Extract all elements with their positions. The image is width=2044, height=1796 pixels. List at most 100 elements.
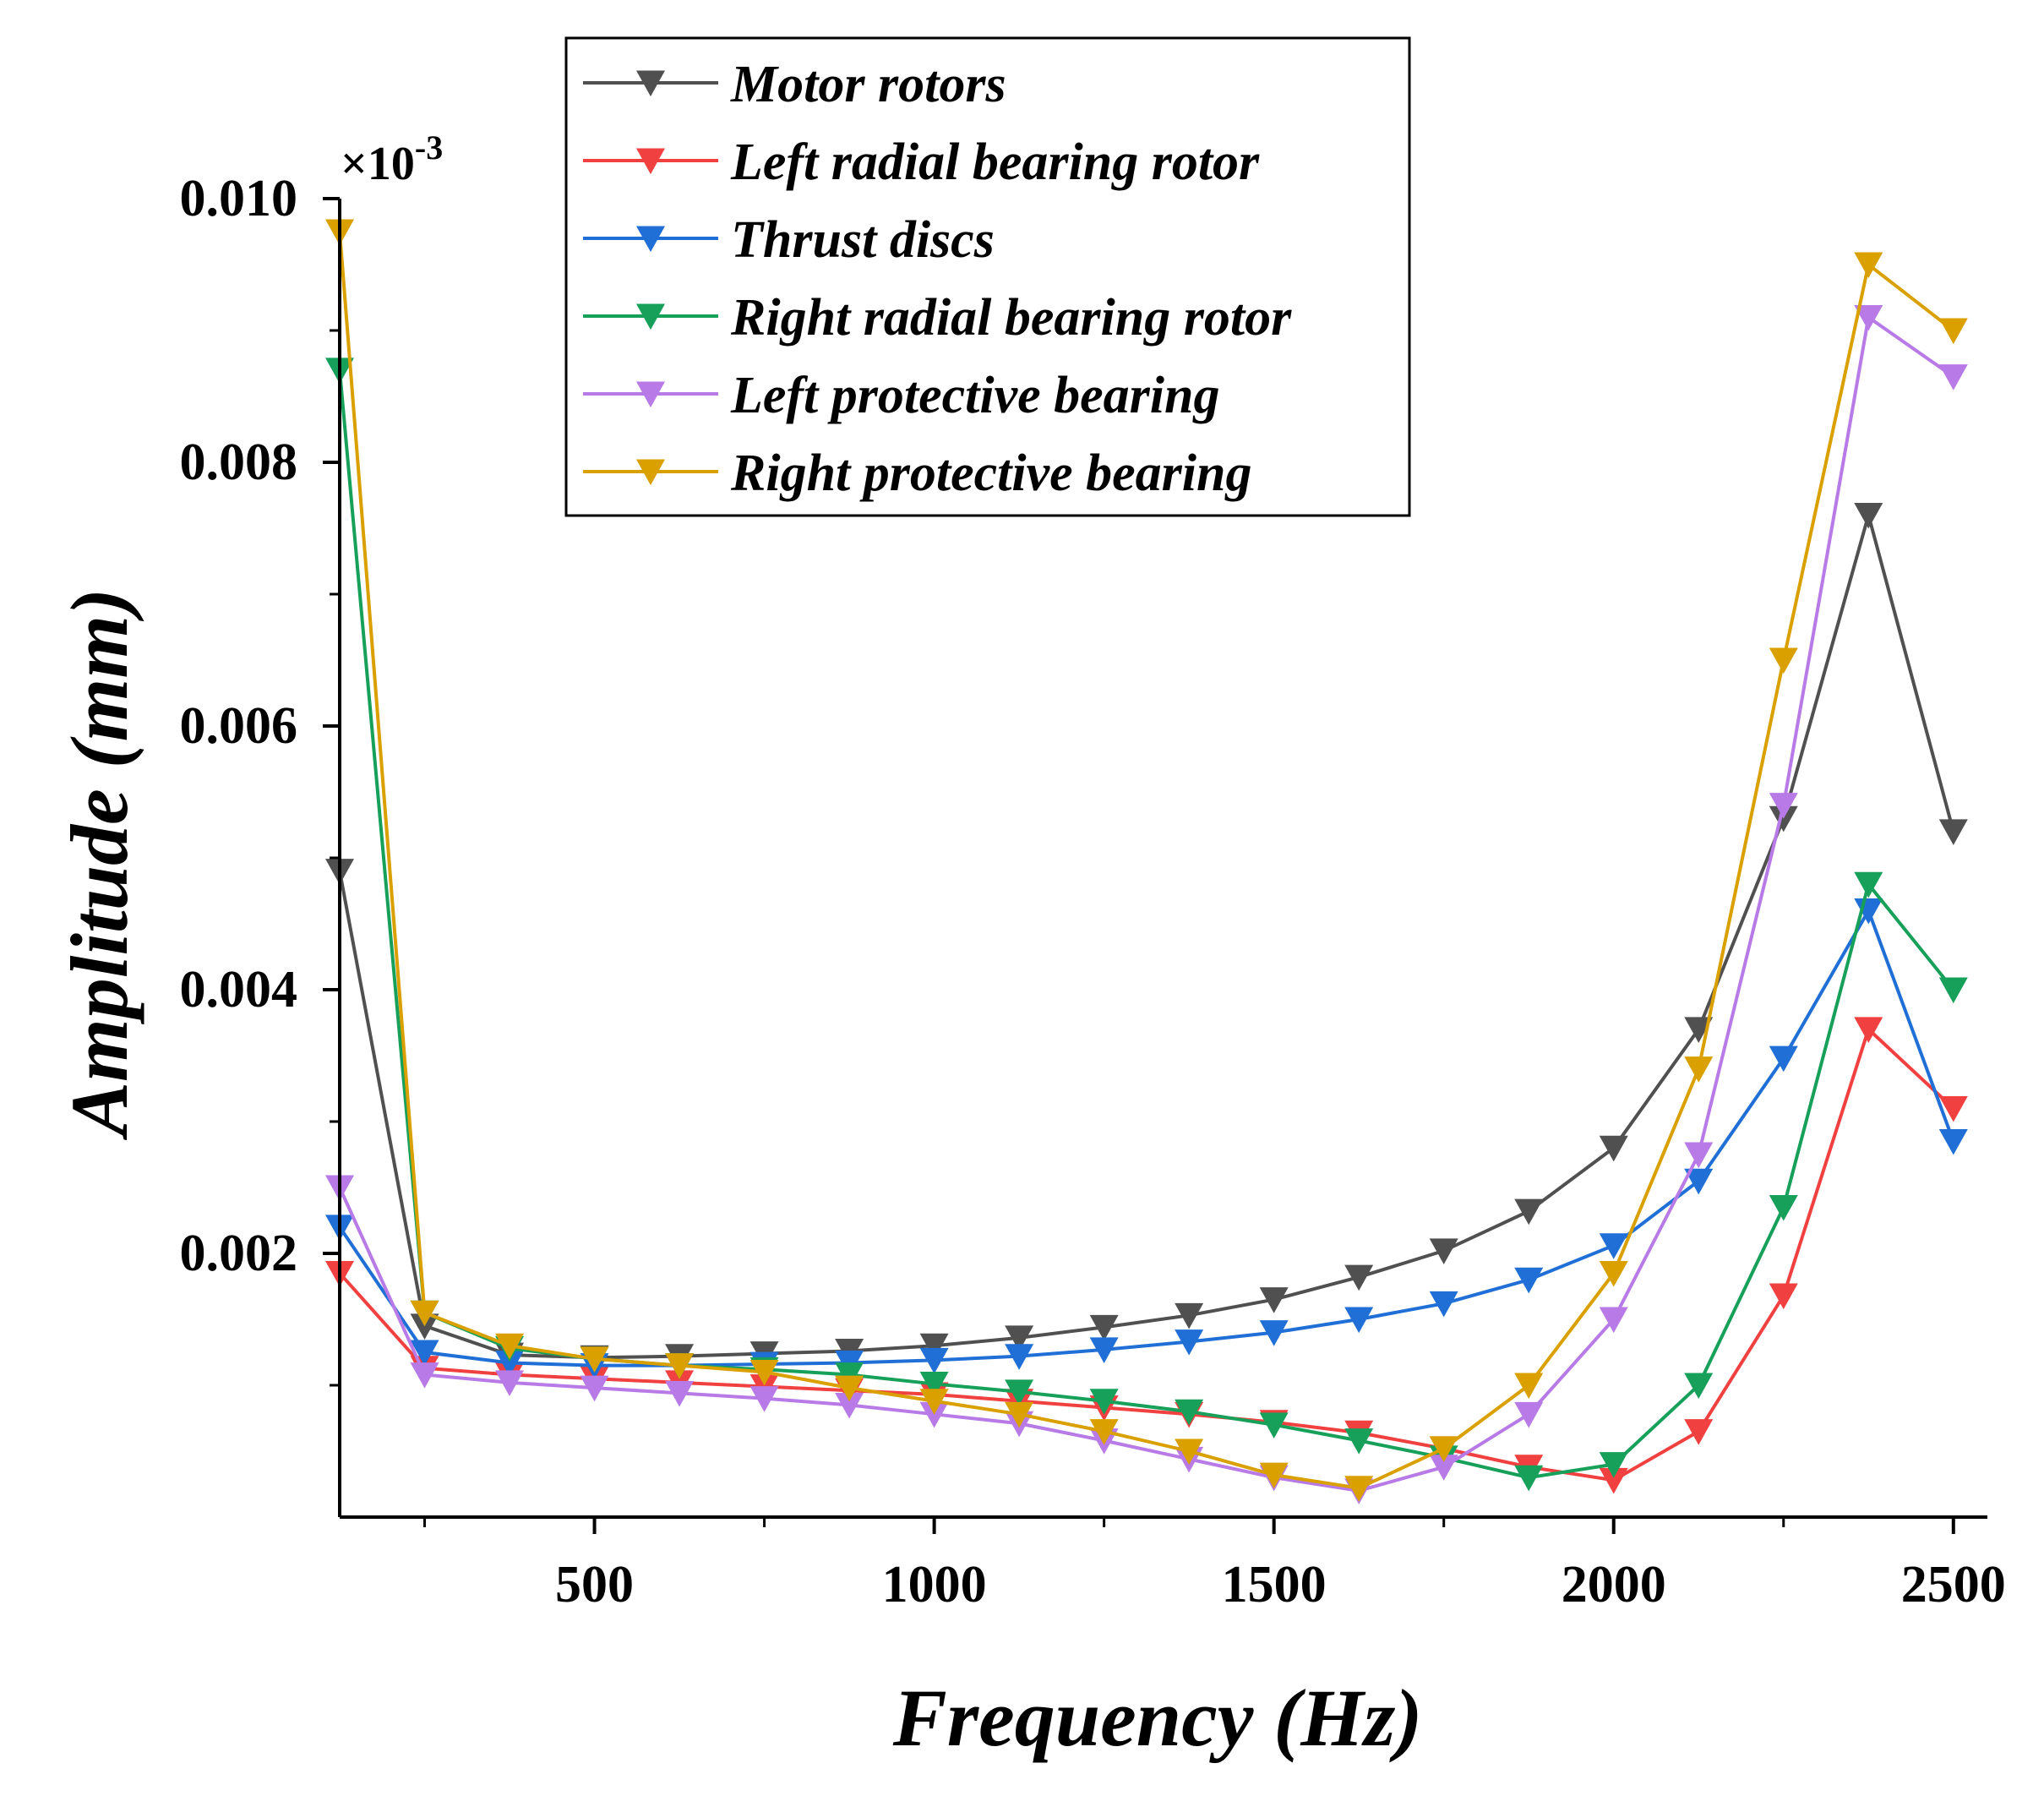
data-point (1089, 1389, 1119, 1415)
data-point (1259, 1412, 1289, 1438)
data-point (1854, 898, 1883, 925)
x-ticks: 500 1000 1500 2000 2500 (423, 1517, 2006, 1613)
data-point (1599, 1307, 1628, 1334)
series-line (338, 231, 1955, 1490)
data-point (919, 1371, 949, 1398)
y-multiplier-label: ×10-3 (341, 128, 443, 190)
legend-label: Right radial bearing rotor (730, 289, 1292, 347)
data-point (1005, 1401, 1034, 1428)
data-point (1175, 1438, 1204, 1466)
data-point (1344, 1307, 1374, 1334)
data-point (1344, 1428, 1374, 1455)
data-point (1599, 1233, 1628, 1259)
data-point (1684, 1373, 1714, 1400)
data-point (919, 1347, 949, 1374)
x-axis-title: Frequency (Hz) (892, 1673, 1423, 1763)
legend-label: Left radial bearing rotor (730, 134, 1260, 191)
legend-marker (636, 226, 665, 253)
series-group (325, 219, 1968, 1504)
axes: 500 1000 1500 2000 2500 0.002 0.004 0.006 0.008… (180, 170, 2006, 1613)
data-point (1514, 1465, 1544, 1492)
series-line (338, 314, 1954, 1493)
legend-item: Motor rotors (583, 56, 1006, 113)
series-motor-rotors (325, 502, 1968, 1372)
data-point (1259, 1320, 1289, 1346)
series-right-protective-bearing (325, 219, 1968, 1502)
data-point (1514, 1401, 1544, 1428)
data-point (495, 1370, 525, 1397)
data-point (410, 1362, 439, 1389)
data-point (1684, 1168, 1714, 1195)
data-point (1769, 793, 1798, 819)
data-point (1344, 1264, 1374, 1291)
series-line (338, 906, 1955, 1367)
data-point (1599, 1135, 1628, 1162)
data-point (1089, 1314, 1119, 1341)
data-point (665, 1380, 695, 1407)
data-point (749, 1386, 779, 1412)
data-point (410, 1300, 439, 1327)
y-tick-label: 0.010 (180, 170, 298, 227)
y-tick-label: 0.004 (180, 961, 298, 1018)
data-point (1769, 805, 1798, 832)
data-point (1175, 1329, 1204, 1356)
series-left-protective-bearing (325, 304, 1968, 1504)
data-point (1938, 318, 1968, 345)
data-point (1089, 1337, 1119, 1364)
data-point (1005, 1325, 1034, 1351)
data-point (1259, 1287, 1289, 1313)
data-point (1429, 1291, 1458, 1318)
data-point (919, 1401, 949, 1428)
data-point (1599, 1467, 1628, 1494)
y-tick-label: 0.008 (180, 434, 298, 491)
x-tick-label: 500 (555, 1556, 634, 1613)
data-point (1854, 502, 1883, 529)
legend-item: Left radial bearing rotor (583, 134, 1260, 191)
legend-marker (636, 70, 665, 97)
data-point (410, 1340, 439, 1367)
legend: Motor rotors Left radial bearing rotor Thr… (564, 36, 1411, 517)
data-point (495, 1333, 525, 1360)
data-point (410, 1313, 439, 1340)
data-point (1854, 871, 1883, 898)
legend-marker (636, 381, 665, 408)
data-point (580, 1375, 609, 1402)
data-point (1854, 252, 1883, 279)
y-axis-title: Amplitude (mm) (54, 588, 144, 1140)
series-line (338, 369, 1955, 1480)
data-point (1344, 1476, 1374, 1502)
legend-marker (636, 303, 665, 330)
legend-item: Right radial bearing rotor (583, 289, 1292, 347)
data-point (1175, 1399, 1204, 1426)
data-point (1684, 1142, 1714, 1169)
data-point (495, 1351, 525, 1377)
data-point (1599, 1452, 1628, 1478)
legend-label: Left protective bearing (730, 367, 1220, 424)
data-point (1005, 1379, 1034, 1406)
x-tick-label: 1000 (882, 1556, 987, 1613)
data-point (1854, 304, 1883, 331)
data-point (1769, 1045, 1798, 1073)
data-point (1599, 1260, 1628, 1287)
data-point (1938, 1128, 1968, 1155)
data-point (835, 1375, 864, 1402)
data-point (835, 1362, 864, 1389)
x-tick-label: 1500 (1222, 1556, 1327, 1613)
data-point (1938, 819, 1968, 845)
data-point (1854, 1017, 1883, 1043)
y-tick-label: 0.006 (180, 697, 298, 755)
data-point (1005, 1344, 1034, 1370)
data-point (1938, 977, 1968, 1004)
data-point (1684, 1017, 1714, 1043)
data-point (1684, 1056, 1714, 1083)
x-tick-label: 2500 (1901, 1556, 2006, 1613)
data-point (1769, 1283, 1798, 1310)
data-point (919, 1389, 949, 1415)
data-point (919, 1333, 949, 1360)
data-point (1938, 364, 1968, 390)
legend-item: Right protective bearing (583, 445, 1252, 502)
data-point (1769, 1194, 1798, 1221)
y-ticks: 0.002 0.004 0.006 0.008 0.010 (180, 170, 340, 1387)
